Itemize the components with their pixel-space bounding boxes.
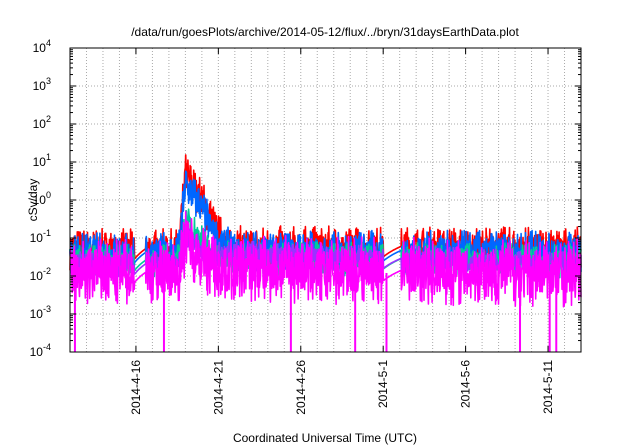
y-tick-label: 100 [33, 190, 51, 207]
y-tick-label: 102 [33, 114, 51, 131]
x-tick-label: 2014-4-16 [129, 360, 143, 415]
y-tick-label: 10-1 [30, 228, 51, 245]
axis-ticks: 10-4 10-3 10-2 10-1 100 101 102 103 104 2014-4-16… [30, 38, 581, 415]
y-axis-label: cSv/day [26, 179, 40, 222]
y-tick-label: 10-2 [30, 266, 51, 283]
x-tick-label: 2014-5-1 [376, 360, 390, 408]
y-tick-label: 10-3 [30, 304, 51, 321]
y-tick-label: 101 [33, 152, 51, 169]
y-tick-label: 103 [33, 76, 51, 93]
y-tick-label: 104 [33, 38, 51, 55]
chart-title: /data/run/goesPlots/archive/2014-05-12/f… [131, 25, 519, 39]
series-line-5 [69, 210, 582, 308]
x-tick-label: 2014-5-6 [459, 360, 473, 408]
y-tick-label: 10-4 [30, 342, 51, 359]
grid [70, 48, 581, 352]
x-tick-label: 2014-4-21 [211, 360, 225, 415]
x-axis-label: Coordinated Universal Time (UTC) [233, 431, 417, 445]
series-layer [69, 154, 582, 352]
x-tick-label: 2014-4-26 [294, 360, 308, 415]
x-tick-label: 2014-5-11 [541, 360, 555, 414]
